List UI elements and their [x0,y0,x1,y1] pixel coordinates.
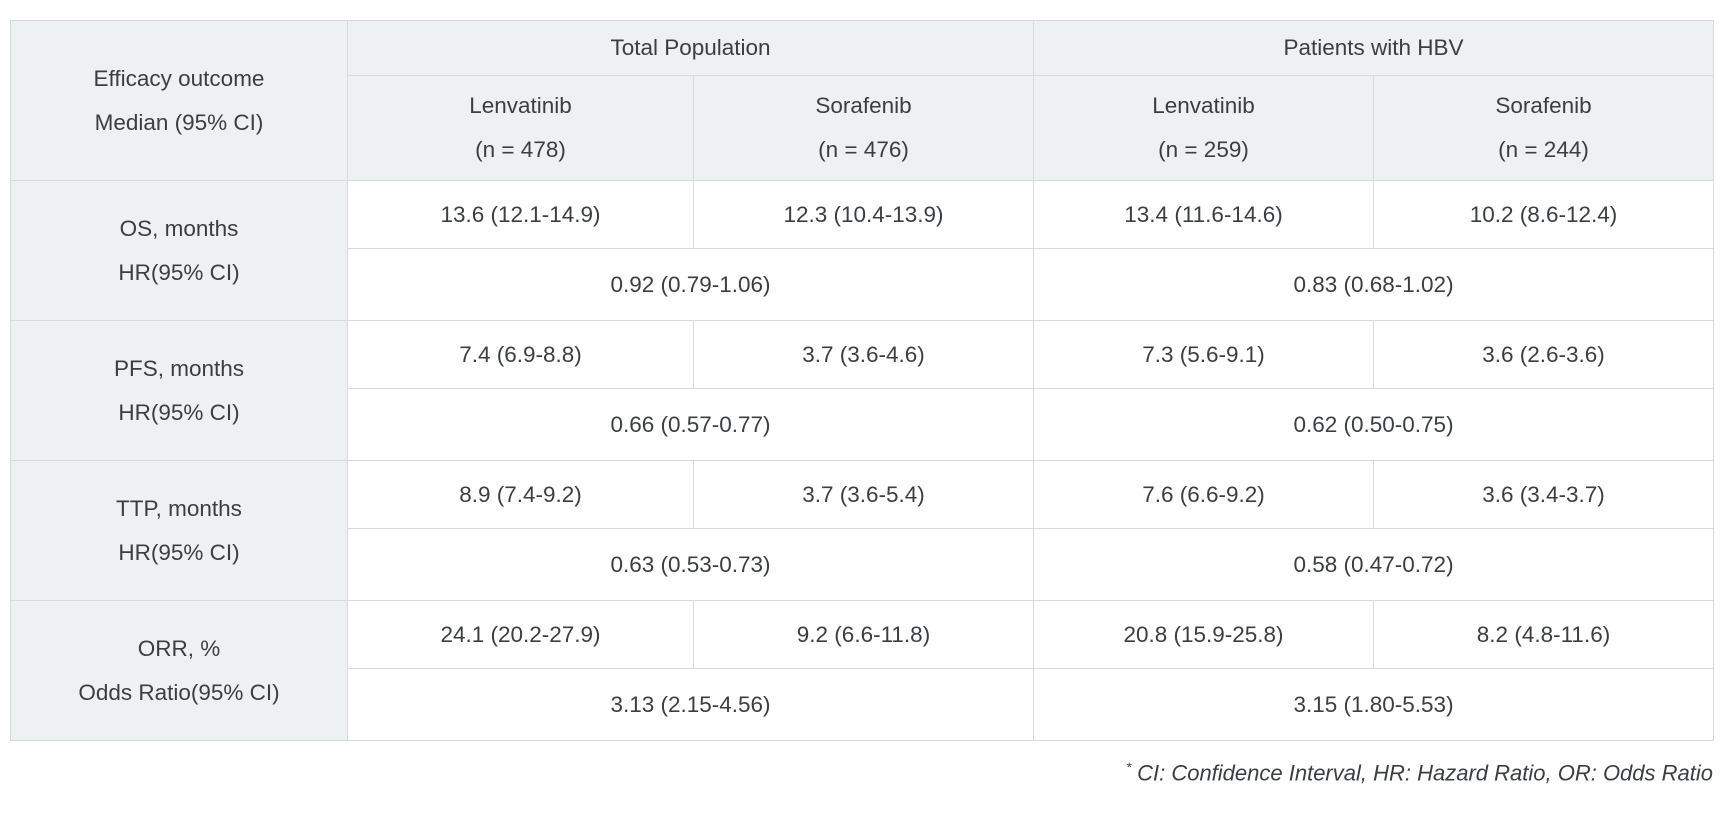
median-cell: 24.1 (20.2-27.9) [347,600,694,669]
col-header-sorafenib-hbv: Sorafenib (n = 244) [1372,75,1715,181]
orr-odds-ratio-row: 3.13 (2.15-4.56) 3.15 (1.80-5.53) [11,668,1715,741]
hr-cell-total: 0.92 (0.79-1.06) [347,248,1034,321]
median-cell: 7.3 (5.6-9.1) [1033,320,1374,389]
median-cell: 20.8 (15.9-25.8) [1033,600,1374,669]
os-hr-row: 0.92 (0.79-1.06) 0.83 (0.68-1.02) [11,248,1715,321]
sample-size: (n = 476) [818,137,909,162]
sample-size: (n = 259) [1158,137,1249,162]
row-label-line2: Odds Ratio(95% CI) [78,679,280,705]
corner-header-line1: Efficacy outcome [93,65,265,91]
row-label-line2: HR(95% CI) [118,259,240,285]
median-cell: 7.4 (6.9-8.8) [347,320,694,389]
median-cell: 10.2 (8.6-12.4) [1372,180,1715,249]
sample-size: (n = 244) [1498,137,1589,162]
median-cell: 3.7 (3.6-4.6) [693,320,1034,389]
pfs-hr-row: 0.66 (0.57-0.77) 0.62 (0.50-0.75) [11,388,1715,461]
median-cell: 3.6 (3.4-3.7) [1372,460,1715,529]
row-label-os: OS, months HR(95% CI) [10,180,348,321]
efficacy-outcomes-table: Efficacy outcome Median (95% CI) Total P… [10,20,1715,741]
median-cell: 3.7 (3.6-5.4) [693,460,1034,529]
footnote-text: CI: Confidence Interval, HR: Hazard Rati… [1137,760,1713,786]
ttp-median-row: TTP, months HR(95% CI) 8.9 (7.4-9.2) 3.7… [10,460,1715,601]
ttp-hr-row: 0.63 (0.53-0.73) 0.58 (0.47-0.72) [11,528,1715,601]
row-label-line2: HR(95% CI) [118,539,240,565]
pfs-median-row: PFS, months HR(95% CI) 7.4 (6.9-8.8) 3.7… [10,320,1715,461]
corner-header: Efficacy outcome Median (95% CI) [10,20,348,181]
col-header-lenvatinib-total: Lenvatinib (n = 478) [347,75,694,181]
group-header-row: Efficacy outcome Median (95% CI) Total P… [10,20,1715,181]
median-cell: 13.4 (11.6-14.6) [1033,180,1374,249]
os-median-row: OS, months HR(95% CI) 13.6 (12.1-14.9) 1… [10,180,1715,321]
group-header-patients-with-hbv: Patients with HBV [1032,20,1715,76]
median-cell: 3.6 (2.6-3.6) [1372,320,1715,389]
drug-name: Lenvatinib [469,93,572,119]
median-cell: 12.3 (10.4-13.9) [693,180,1034,249]
median-cell: 13.6 (12.1-14.9) [347,180,694,249]
median-cell: 8.9 (7.4-9.2) [347,460,694,529]
row-label-ttp: TTP, months HR(95% CI) [10,460,348,601]
median-cell: 7.6 (6.6-9.2) [1033,460,1374,529]
row-label-orr: ORR, % Odds Ratio(95% CI) [10,600,348,741]
hr-cell-total: 0.66 (0.57-0.77) [347,388,1034,461]
hr-cell-hbv: 0.83 (0.68-1.02) [1032,248,1715,321]
group-header-total-population: Total Population [347,20,1034,76]
odds-ratio-cell-hbv: 3.15 (1.80-5.53) [1032,668,1715,741]
drug-name: Sorafenib [815,93,912,119]
col-header-lenvatinib-hbv: Lenvatinib (n = 259) [1033,75,1374,181]
row-label-line1: ORR, % [137,635,221,661]
corner-header-line2: Median (95% CI) [94,109,264,135]
row-label-line2: HR(95% CI) [118,399,240,425]
drug-name: Sorafenib [1495,93,1592,119]
abbreviations-footnote: * CI: Confidence Interval, HR: Hazard Rat… [10,759,1713,786]
hr-cell-hbv: 0.62 (0.50-0.75) [1032,388,1715,461]
drug-name: Lenvatinib [1152,93,1255,119]
odds-ratio-cell-total: 3.13 (2.15-4.56) [347,668,1034,741]
hr-cell-total: 0.63 (0.53-0.73) [347,528,1034,601]
row-label-pfs: PFS, months HR(95% CI) [10,320,348,461]
col-header-sorafenib-total: Sorafenib (n = 476) [693,75,1034,181]
footnote-asterisk: * [1126,759,1133,775]
median-cell: 8.2 (4.8-11.6) [1372,600,1715,669]
hr-cell-hbv: 0.58 (0.47-0.72) [1032,528,1715,601]
median-cell: 9.2 (6.6-11.8) [693,600,1034,669]
row-label-line1: TTP, months [116,495,242,521]
row-label-line1: PFS, months [113,355,245,381]
column-header-row: Lenvatinib (n = 478) Sorafenib (n = 476)… [11,75,1715,181]
orr-median-row: ORR, % Odds Ratio(95% CI) 24.1 (20.2-27.… [10,600,1715,741]
sample-size: (n = 478) [475,137,566,162]
row-label-line1: OS, months [119,215,239,241]
